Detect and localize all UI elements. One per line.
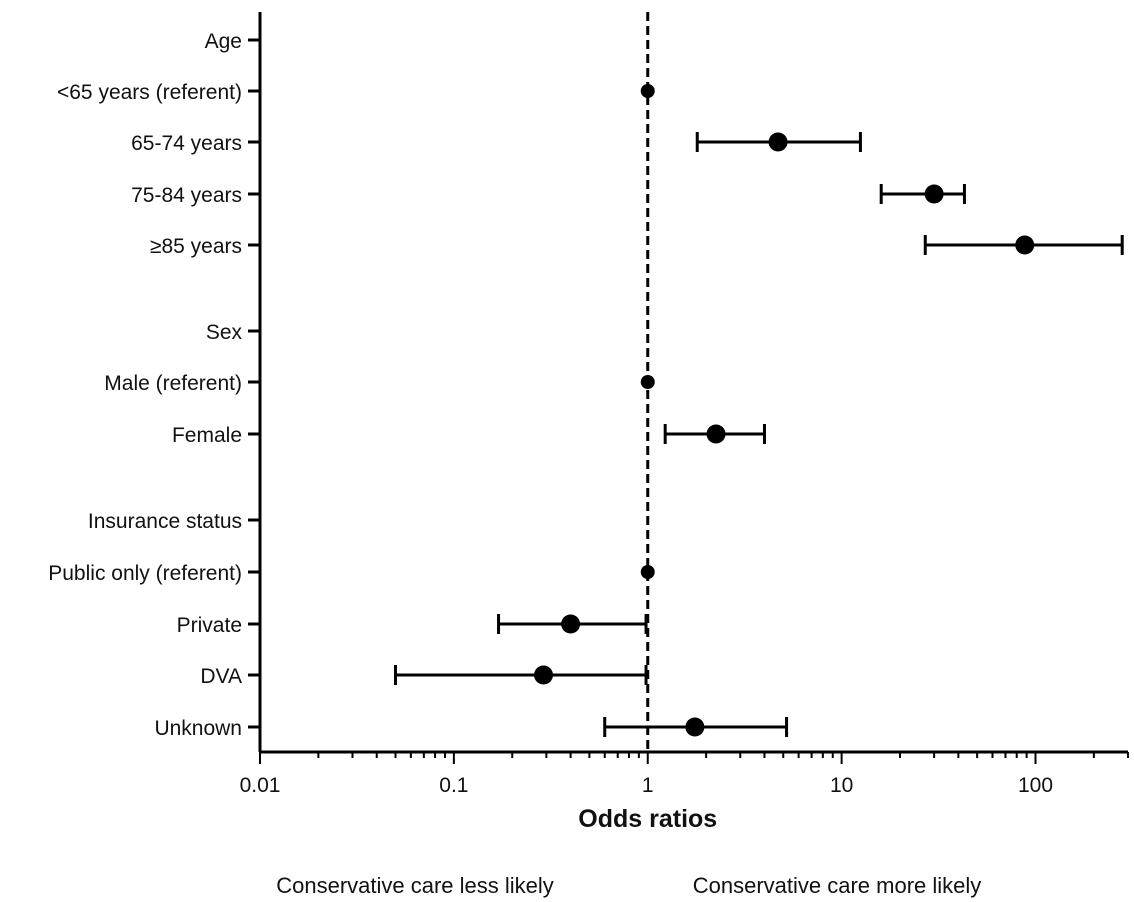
category-label: <65 years (referent) [57, 81, 242, 104]
estimate-point [1015, 235, 1035, 255]
referent-point [640, 84, 655, 98]
category-label: Unknown [154, 717, 242, 740]
category-label: 65-74 years [131, 132, 242, 155]
category-label: 75-84 years [131, 184, 242, 207]
category-label: Public only (referent) [48, 562, 242, 585]
estimate-point [706, 424, 726, 444]
estimate-point [561, 614, 581, 634]
x-tick-label: 100 [1018, 774, 1053, 797]
referent-point [640, 375, 655, 389]
x-axis-label: Odds ratios [578, 805, 717, 833]
estimate-point [924, 184, 944, 204]
category-label: DVA [200, 665, 242, 688]
category-label: Age [205, 30, 242, 53]
x-tick-label: 1 [642, 774, 654, 797]
annotation-left: Conservative care less likely [276, 873, 554, 898]
category-label: Sex [206, 321, 243, 344]
category-label: Male (referent) [104, 372, 242, 395]
x-tick-label: 0.1 [439, 774, 468, 797]
category-label: Female [172, 424, 242, 447]
estimate-point [685, 717, 705, 737]
x-tick-label: 0.01 [240, 774, 281, 797]
category-label: ≥85 years [150, 235, 242, 258]
category-label: Insurance status [88, 510, 242, 533]
referent-point [640, 565, 655, 579]
estimate-point [768, 132, 788, 152]
x-tick-label: 10 [830, 774, 853, 797]
estimate-point [534, 665, 554, 685]
annotation-right: Conservative care more likely [693, 873, 982, 898]
category-label: Private [177, 614, 242, 637]
